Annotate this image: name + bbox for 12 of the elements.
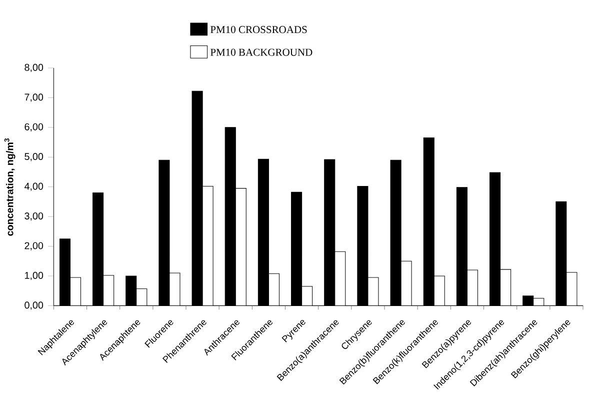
y-tick-label: 1,00 <box>25 272 44 280</box>
legend-label: PM10 CROSSROADS <box>210 26 307 34</box>
y-tick-label: 5,00 <box>24 153 44 162</box>
legend-label: PM10 BACKGROUND <box>210 48 312 56</box>
y-tick-label: 7,00 <box>24 94 44 102</box>
y-tick-label: 0,00 <box>24 302 44 310</box>
y-tick-label: 2,00 <box>24 242 44 250</box>
y-tick-label: 8,00 <box>24 64 44 72</box>
y-tick-label: 4,00 <box>24 182 44 192</box>
y-tick-label: 3,00 <box>24 212 44 221</box>
y-tick-label: 6,00 <box>24 123 44 132</box>
y-axis-title: concentration, ng/m$^{3}$ <box>4 138 16 236</box>
